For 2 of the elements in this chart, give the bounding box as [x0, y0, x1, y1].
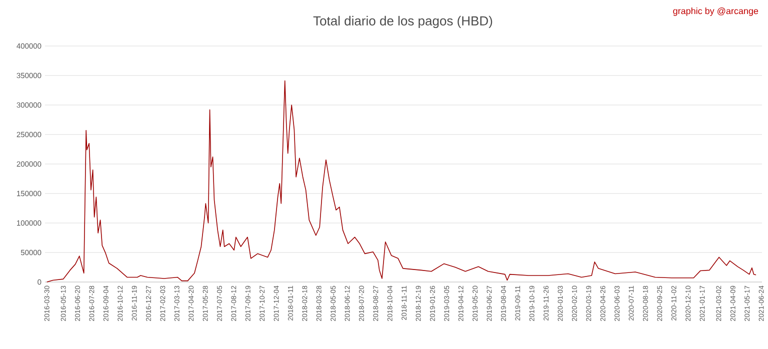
text: graphic by @arcange [673, 8, 758, 16]
chart-title: Total diario de los pagos (HBD) [313, 16, 492, 28]
